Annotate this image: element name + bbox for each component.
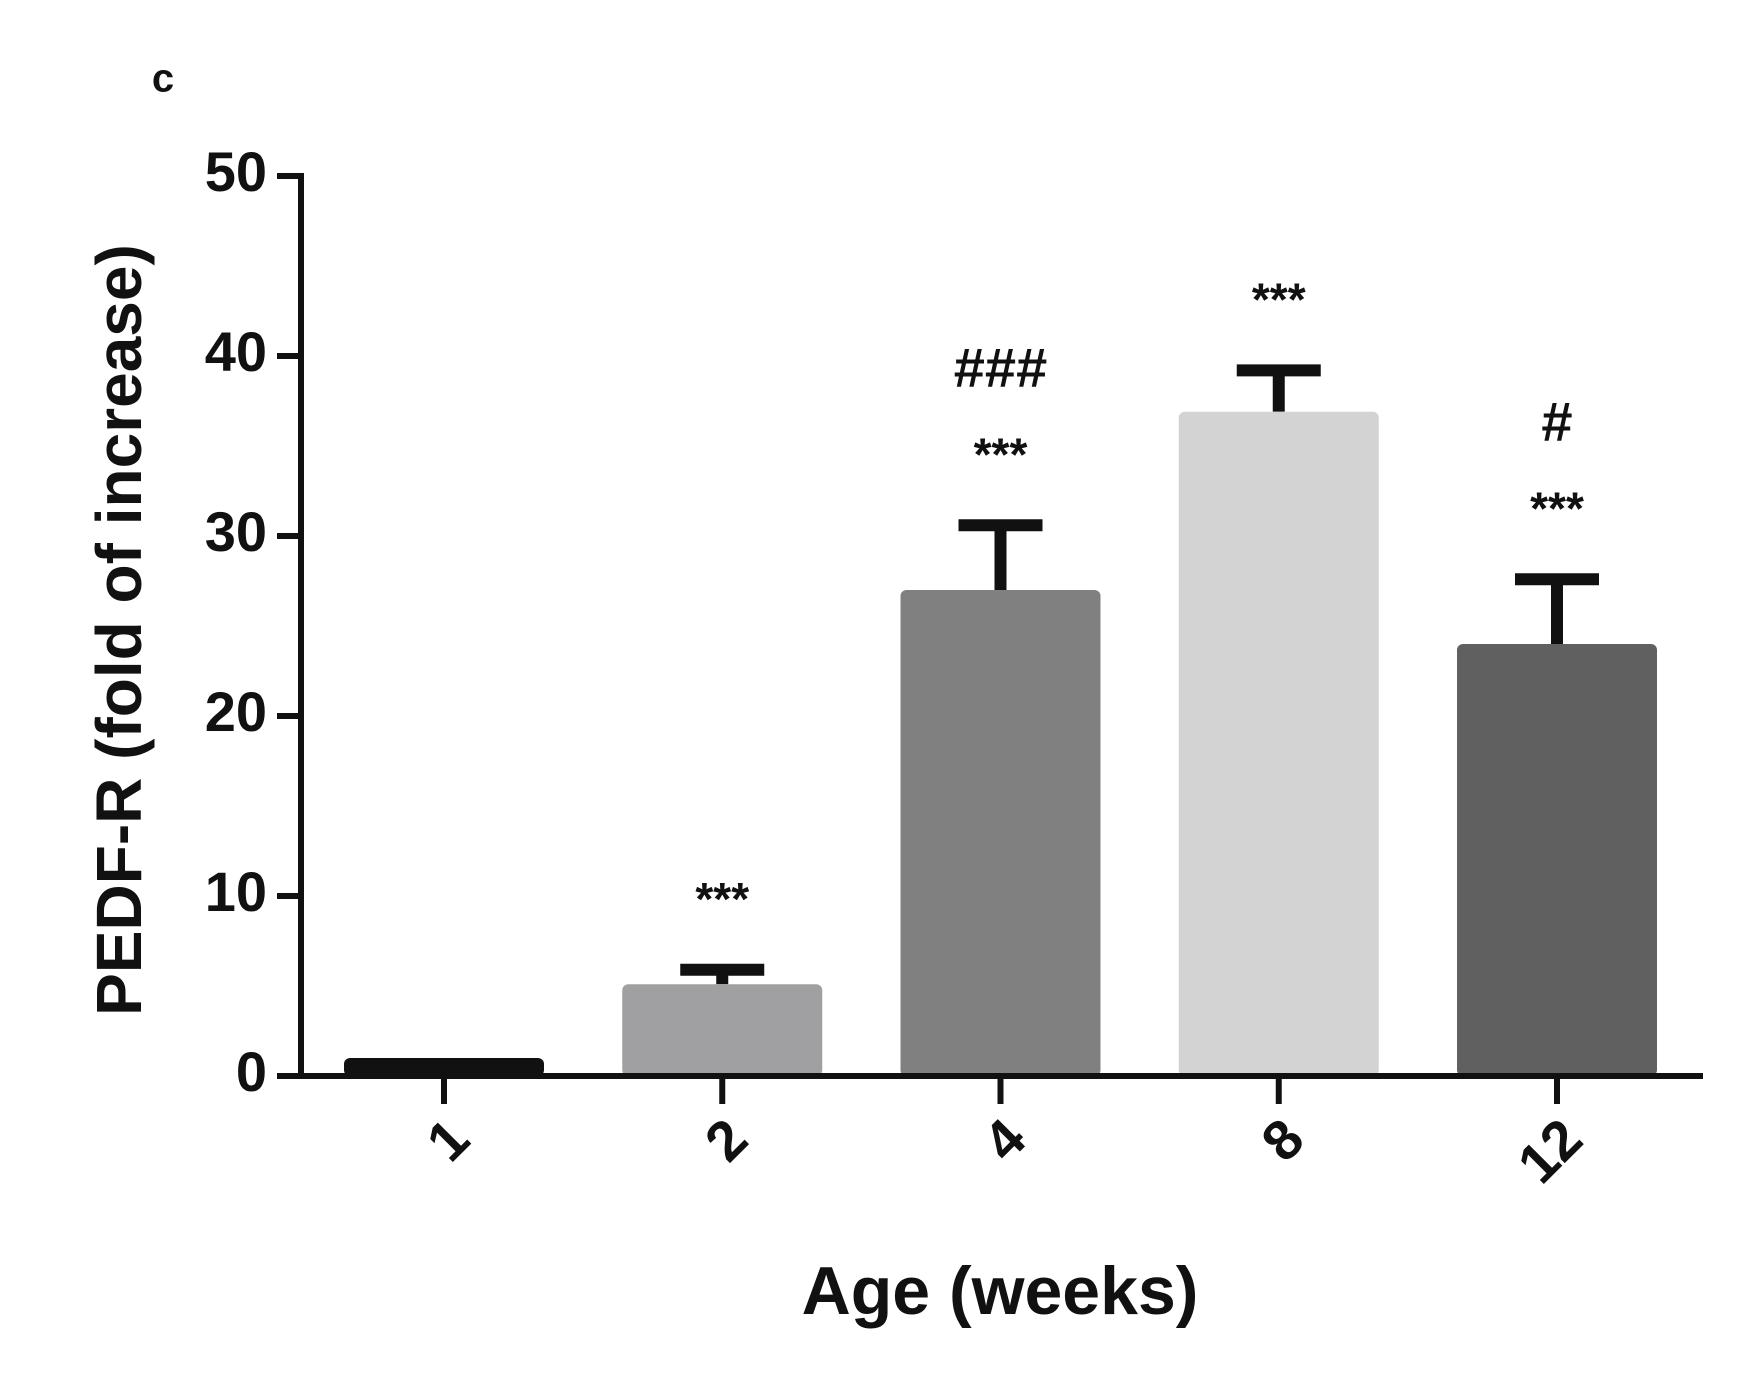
x-tick-label: 1 xyxy=(414,1106,481,1173)
panel-label: c xyxy=(152,57,174,101)
y-tick-label: 30 xyxy=(205,500,267,563)
significance-label: *** xyxy=(974,428,1028,480)
significance-label: # xyxy=(1541,390,1572,453)
x-tick-label: 2 xyxy=(693,1106,760,1173)
x-tick-label: 4 xyxy=(971,1106,1038,1173)
bar xyxy=(1178,411,1379,1076)
y-tick-label: 10 xyxy=(205,860,267,923)
significance-label: *** xyxy=(695,873,749,925)
y-tick-label: 20 xyxy=(205,680,267,743)
significance-label: ### xyxy=(954,336,1047,399)
bar xyxy=(344,1058,544,1076)
significance-label: *** xyxy=(1252,274,1306,326)
y-tick-label: 0 xyxy=(236,1040,267,1103)
bar xyxy=(622,984,823,1076)
x-axis-title: Age (weeks) xyxy=(802,1253,1199,1329)
y-tick-label: 50 xyxy=(205,140,267,203)
y-tick-label: 40 xyxy=(205,320,267,383)
y-axis-title: PEDF-R (fold of increase) xyxy=(83,244,155,1016)
significance-label: *** xyxy=(1530,482,1584,534)
x-tick-label: 12 xyxy=(1505,1106,1594,1195)
bar xyxy=(900,590,1101,1076)
x-tick-label: 8 xyxy=(1249,1106,1316,1173)
bar xyxy=(1457,644,1657,1076)
